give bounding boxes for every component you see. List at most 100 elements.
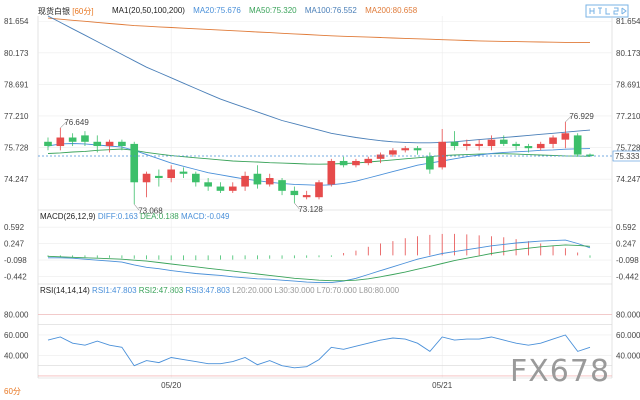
- ma50-value: MA50:75.320: [249, 6, 297, 15]
- last-price-label: 75.333: [615, 152, 640, 161]
- candle-body: [179, 171, 188, 174]
- rsi-panel: [38, 314, 612, 377]
- ma-legend-label: MA1(20,50,100,200): [112, 6, 185, 15]
- candle-body: [44, 141, 52, 147]
- rsi3-value: RSI3:47.803: [185, 286, 230, 295]
- period-footer: 60分: [4, 387, 21, 396]
- candle-body: [167, 169, 176, 179]
- candle-body: [512, 143, 520, 147]
- price-tick-label-left: 75.728: [4, 144, 29, 153]
- price-tick-label-left: 74.247: [4, 175, 29, 184]
- price-tick-label-right: 77.210: [616, 112, 640, 121]
- candle-body: [573, 135, 582, 155]
- macd-legend: MACD(26,12,9) DIFF:0.163 DEA:0.188 MACD:…: [40, 212, 229, 221]
- fx678-logo-icon: [585, 4, 629, 18]
- price-tick-label-left: 80.173: [4, 49, 29, 58]
- price-tick-label-right: 80.173: [616, 49, 640, 58]
- instrument-name: 现货白银: [38, 7, 70, 16]
- macd-tick-label-right: 0.247: [616, 240, 637, 249]
- annotation-leader: [294, 202, 300, 210]
- rsi-legend: RSI(14,14,14) RSI1:47.803 RSI2:47.803 RS…: [40, 286, 399, 295]
- rsi-l30-value: L30:30.000: [274, 286, 315, 295]
- candle-body: [389, 150, 397, 155]
- candle-body: [376, 154, 385, 159]
- rsi-l20-value: L20:20.000: [232, 286, 273, 295]
- candle-body: [290, 190, 299, 196]
- candle-body: [413, 148, 422, 151]
- annotation-leader: [565, 115, 572, 123]
- macd-tick-label-right: -0.442: [616, 272, 639, 281]
- price-annotation: 73.068: [138, 206, 163, 215]
- candle-body: [549, 137, 557, 144]
- rsi-tick-label-right: 60.000: [616, 331, 640, 340]
- rsi-tick-label-right: 80.000: [616, 310, 640, 319]
- price-tick-label-right: 81.654: [616, 17, 640, 26]
- candle-body: [56, 137, 65, 147]
- macd-tick-label-left: -0.442: [4, 272, 27, 281]
- macd-hist-value: MACD:-0.049: [181, 212, 230, 221]
- candle-body: [68, 137, 77, 142]
- annotation-leader: [134, 204, 140, 211]
- candle-body: [130, 143, 139, 183]
- ma100-value: MA100:76.552: [304, 6, 357, 15]
- candle-body: [364, 158, 373, 164]
- moving-average-lines: [47, 15, 591, 186]
- candle-body: [118, 141, 126, 147]
- candle-body: [327, 160, 336, 185]
- price-tick-label-right: 75.728: [616, 144, 640, 153]
- rsi-tick-label-left: 60.000: [4, 331, 29, 340]
- macd-tick-label-right: -0.098: [616, 256, 639, 265]
- ma100-line: [47, 15, 591, 144]
- rsi-line: [47, 334, 591, 369]
- candle-body: [438, 141, 447, 168]
- candle-body: [315, 182, 323, 198]
- candle-body: [450, 141, 459, 147]
- ma200-value: MA200:80.658: [365, 6, 418, 15]
- macd-tick-label-left: 0.592: [4, 223, 25, 232]
- instrument-title: 现货白银 [60分]: [38, 6, 94, 17]
- candle-body: [536, 143, 545, 149]
- candle-body: [93, 141, 102, 147]
- candle-body: [241, 175, 249, 187]
- candle-body: [204, 182, 212, 187]
- period-label: 60分: [74, 7, 92, 16]
- candle-body: [499, 139, 508, 144]
- period-badge[interactable]: [60分]: [72, 7, 94, 16]
- candle-body: [401, 148, 410, 151]
- price-tick-label-right: 74.247: [616, 175, 640, 184]
- annotation-leader: [60, 121, 67, 129]
- candle-body: [278, 180, 286, 191]
- price-annotation: 73.128: [298, 205, 323, 214]
- candle-body: [216, 186, 225, 191]
- price-tick-label-left: 77.210: [4, 112, 29, 121]
- ma50-line: [47, 148, 591, 165]
- last-price-tag: [612, 150, 640, 162]
- candle-body: [265, 178, 274, 185]
- rsi-tick-label-left: 40.000: [4, 351, 29, 360]
- candle-body: [462, 143, 471, 147]
- price-tick-label-left: 81.654: [4, 17, 29, 26]
- rsi-l70-value: L70:70.000: [316, 286, 357, 295]
- price-tick-label-left: 78.691: [4, 80, 29, 89]
- candle-body: [339, 160, 348, 166]
- watermark-text: FX678: [510, 354, 611, 389]
- macd-dea-line: [47, 244, 591, 282]
- macd-tick-label-left: -0.098: [4, 256, 27, 265]
- candle-body: [142, 173, 151, 183]
- macd-diff-value: DIFF:0.163: [97, 212, 138, 221]
- price-annotation: 76.929: [569, 112, 594, 121]
- candle-body: [475, 143, 483, 147]
- candle-body: [426, 156, 434, 170]
- candle-body: [302, 195, 311, 198]
- axis-labels: 81.654 81.654 80.173 80.173 78.691 78.691 77.2…: [4, 17, 640, 390]
- candle-body: [81, 135, 89, 142]
- ma200-line: [47, 17, 591, 44]
- macd-title: MACD(26,12,9): [40, 212, 96, 221]
- candle-body: [253, 173, 262, 185]
- date-label: 05/21: [432, 381, 453, 390]
- date-label: 05/20: [161, 381, 182, 390]
- candlestick-series: 76.649 73.068 73.128 76.929: [38, 112, 612, 215]
- rsi-l80-value: L80:80.000: [359, 286, 400, 295]
- candle-body: [487, 139, 496, 147]
